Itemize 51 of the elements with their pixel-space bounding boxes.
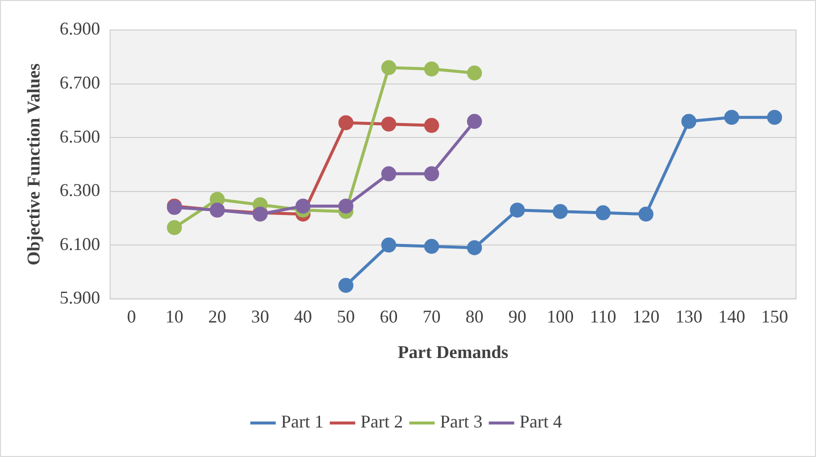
point xyxy=(381,166,396,182)
point xyxy=(166,220,182,236)
x-tick-label: 80 xyxy=(465,306,484,326)
x-tick-label: 120 xyxy=(632,306,660,326)
point xyxy=(381,238,396,253)
point xyxy=(552,204,568,219)
point xyxy=(424,238,440,254)
x-tick-label: 0 xyxy=(127,306,136,326)
legend-label: Part 4 xyxy=(519,412,562,432)
legend-label: Part 3 xyxy=(440,412,482,432)
y-tick-label: 6.100 xyxy=(60,234,100,254)
y-tick-label: 6.300 xyxy=(60,180,100,200)
point xyxy=(466,66,482,81)
point xyxy=(724,110,740,125)
y-axis-title: Objective Function Values xyxy=(23,63,44,266)
x-tick-label: 140 xyxy=(718,306,746,326)
point xyxy=(338,198,354,214)
x-tick-label: 100 xyxy=(546,306,574,326)
x-tick-label: 60 xyxy=(380,306,398,326)
point xyxy=(424,166,440,182)
point xyxy=(381,116,396,132)
x-axis-title: Part Demands xyxy=(398,342,508,362)
point xyxy=(338,278,354,293)
x-tick-label: 10 xyxy=(165,306,184,326)
point xyxy=(681,114,696,129)
point xyxy=(424,118,440,133)
x-tick-label: 30 xyxy=(251,306,270,326)
y-tick-label: 6.900 xyxy=(60,18,100,39)
point xyxy=(767,110,782,125)
point xyxy=(466,240,482,256)
point xyxy=(466,114,482,129)
y-tick-label: 6.500 xyxy=(60,126,100,146)
x-tick-label: 70 xyxy=(422,306,441,326)
x-tick-label: 40 xyxy=(294,306,312,326)
point xyxy=(381,60,396,76)
x-tick-label: 150 xyxy=(761,306,788,326)
point xyxy=(596,205,611,220)
x-tick-label: 90 xyxy=(508,306,526,326)
x-tick-label: 130 xyxy=(675,306,702,326)
point xyxy=(338,115,354,130)
y-tick-label: 5.900 xyxy=(60,288,100,308)
legend-label: Part 2 xyxy=(360,412,404,432)
point xyxy=(638,206,654,222)
legend-label: Part 1 xyxy=(281,412,324,432)
point xyxy=(296,198,311,214)
x-tick-label: 50 xyxy=(336,306,355,326)
point xyxy=(424,61,440,76)
point xyxy=(510,202,525,218)
x-tick-label: 20 xyxy=(208,306,226,326)
y-tick-label: 6.700 xyxy=(60,72,100,92)
x-tick-label: 110 xyxy=(590,306,616,326)
